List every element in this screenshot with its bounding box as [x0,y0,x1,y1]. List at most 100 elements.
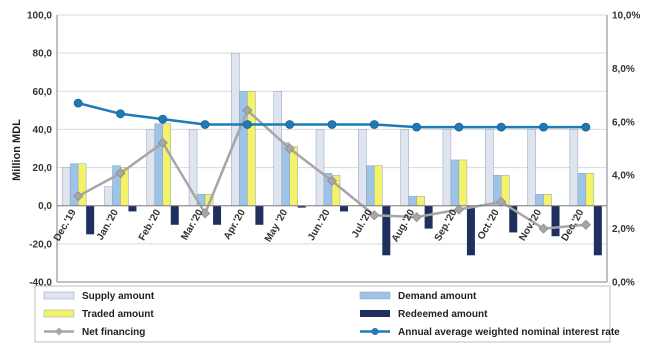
point-net-financing [453,204,464,215]
point-net-financing [115,168,126,179]
point-annual-average-weighted-nominal-interest-rate [73,98,83,108]
legend-label-supply-amount: Supply amount [82,291,155,302]
point-annual-average-weighted-nominal-interest-rate [116,109,125,119]
bar-supply-amount [484,129,494,206]
x-tick-label: Oct.'20 [476,207,502,241]
bar-traded-amount [543,194,552,206]
bar-supply-amount [231,52,240,206]
right-tick-label: 4,0% [612,171,635,182]
left-tick-label: 60,0 [33,87,53,98]
point-annual-average-weighted-nominal-interest-rate [158,114,168,124]
point-net-financing [369,210,380,221]
point-net-financing [326,175,338,186]
right-axis-ticks: 10,0% 8,0% 6,0% 4,0% 2,0% 0,0% [612,11,640,289]
x-tick-label: Aug.'20 [390,207,418,244]
legend-label-demand-amount: Demand amount [398,291,477,302]
bar-supply-amount [400,129,409,206]
bar-demand-amount [450,159,460,206]
point-annual-average-weighted-nominal-interest-rate [581,122,591,132]
bar-demand-amount [577,173,587,206]
left-tick-label: 20,0 [33,163,53,174]
bar-demand-amount [366,165,375,206]
bar-supply-amount [104,186,113,206]
point-annual-average-weighted-nominal-interest-rate [285,120,295,129]
legend-swatch-demand-amount [359,291,391,300]
bar-supply-amount [315,129,325,206]
bar-supply-amount [358,129,367,206]
bar-demand-amount [535,194,544,206]
right-tick-label: 6,0% [612,117,635,128]
point-net-financing [538,223,549,234]
left-tick-label: 40,0 [33,125,53,136]
x-tick-label: Dec.'19 [52,207,79,243]
bar-traded-amount [416,195,425,206]
point-net-financing [242,105,253,116]
y-axis-label: Million MDL [11,119,23,181]
bar-redeemed-amount [509,205,518,233]
bar-redeemed-amount [466,205,475,256]
point-annual-average-weighted-nominal-interest-rate [242,120,252,129]
point-annual-average-weighted-nominal-interest-rate [200,120,210,129]
right-tick-label: 2,0% [612,224,635,235]
x-axis-ticks: Dec.'19 Jan.'20 Feb.'20 Mar.'20 Apr.'20 May '… [52,207,587,244]
x-tick-label: Jun.'20 [306,207,333,242]
right-tick-label: 0,0% [612,278,635,289]
x-tick-label: Mar.'20 [179,207,206,242]
left-tick-label: 100,0 [27,11,52,22]
legend-label-redeemed-amount: Redeemed amount [398,309,488,320]
bar-supply-amount [146,129,156,206]
right-tick-label: 10,0% [612,11,640,22]
left-axis-ticks: 100,0 80,0 60,0 40,0 20,0 0,0 -20,0 -40,0 [27,11,52,289]
bar-traded-amount [585,173,595,206]
legend-label-annual-average-weighted-nominal-interest-rate: Annual average weighted nominal interest… [398,327,620,338]
point-annual-average-weighted-nominal-interest-rate [454,122,464,132]
bar-redeemed-amount [128,205,137,212]
bar-redeemed-amount [86,205,95,235]
point-annual-average-weighted-nominal-interest-rate [539,122,548,132]
bar-redeemed-amount [593,205,602,256]
bar-supply-amount [442,129,452,206]
legend-swatch-redeemed-amount [360,310,390,317]
bar-traded-amount [458,159,468,206]
bar-redeemed-amount [170,205,179,225]
left-tick-label: 80,0 [33,49,53,60]
bar-supply-amount [569,129,579,206]
bar-demand-amount [408,195,417,206]
legend-label-net-financing: Net financing [82,327,145,338]
bar-demand-amount [154,123,164,206]
point-net-financing [580,219,591,230]
bar-traded-amount [289,146,298,206]
point-annual-average-weighted-nominal-interest-rate [327,120,337,129]
axes [56,15,608,283]
lines [73,98,591,234]
bar-supply-amount [273,91,282,206]
bar-redeemed-amount [424,205,433,229]
legend-swatch-traded-amount [43,309,75,318]
left-tick-label: 0,0 [38,201,52,212]
bar-redeemed-amount [213,205,222,225]
legend: Supply amount Demand amount Traded amount R… [34,285,620,343]
point-net-financing [284,143,295,154]
point-net-financing [157,137,168,148]
x-tick-label: Feb.'20 [137,207,164,242]
left-tick-label: -40,0 [29,278,52,289]
point-net-financing [73,191,84,202]
point-net-financing [411,212,422,223]
point-annual-average-weighted-nominal-interest-rate [369,120,379,129]
x-tick-label: May '20 [263,207,291,244]
bar-redeemed-amount [382,205,391,256]
legend-marker-annual-average-weighted-nominal-interest-rate [371,328,379,335]
legend-swatch-supply-amount [43,291,75,300]
legend-marker-net-financing [55,327,63,336]
bar-supply-amount [527,129,536,206]
bar-redeemed-amount [297,205,306,208]
bar-redeemed-amount [340,205,348,212]
x-tick-label: Jul.'20 [350,207,375,239]
bar-supply-amount [61,167,71,206]
bar-traded-amount [162,123,172,206]
right-tick-label: 8,0% [612,64,635,75]
point-annual-average-weighted-nominal-interest-rate [496,122,506,132]
point-net-financing [496,196,507,207]
